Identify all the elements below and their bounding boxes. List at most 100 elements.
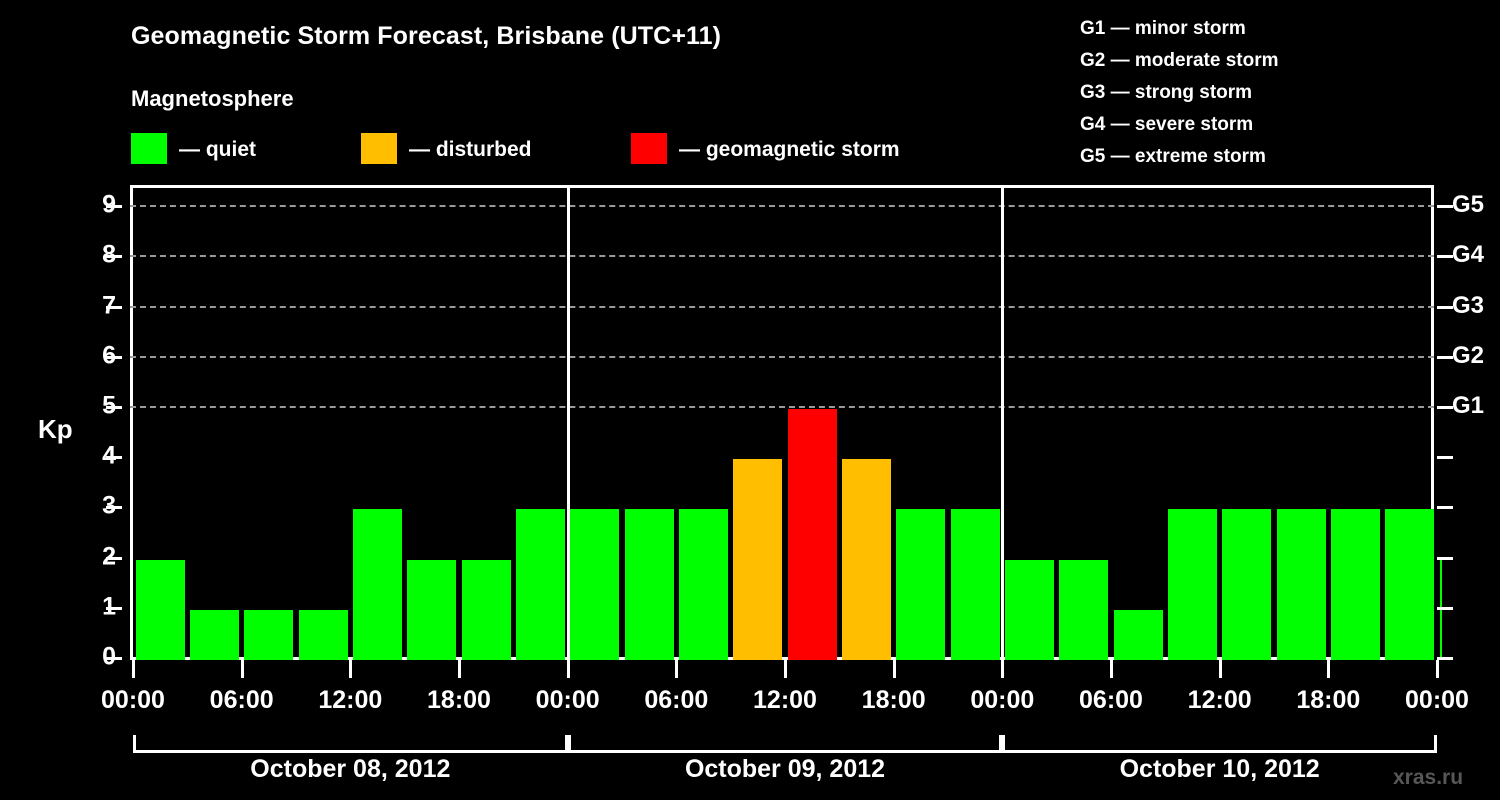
legend-item-2: — geomagnetic storm: [631, 133, 900, 167]
day-label: October 10, 2012: [1119, 755, 1320, 783]
day-bracket: [1002, 735, 1437, 753]
chart-subtitle: Magnetosphere: [131, 86, 294, 111]
bar: [1059, 559, 1109, 660]
g-axis-label-G5: G5: [1452, 191, 1485, 219]
y-tick: [106, 657, 122, 660]
g-scale-row-5: G5 — extreme storm: [1080, 146, 1266, 167]
y-tick-label: 2: [102, 542, 116, 571]
y-tick: [106, 255, 122, 259]
bar: [298, 609, 348, 660]
legend-label: — disturbed: [409, 137, 532, 161]
x-tick-label: 12:00: [318, 686, 383, 714]
bar: [1222, 509, 1272, 660]
legend-item-1: — disturbed: [361, 133, 532, 167]
g-axis-tick: [1437, 405, 1453, 409]
g-axis-tick: [1437, 305, 1453, 309]
x-tick-label: 18:00: [861, 686, 926, 714]
bar: [950, 509, 1000, 660]
x-tick: [892, 660, 896, 678]
page-title: Geomagnetic Storm Forecast, Brisbane (UT…: [131, 22, 722, 50]
day-bracket: [567, 735, 1003, 753]
red-swatch: [631, 133, 667, 164]
y-tick-label: 4: [102, 441, 116, 470]
g-axis-label-G4: G4: [1452, 241, 1485, 269]
x-tick: [1327, 660, 1331, 678]
x-tick-label: 00:00: [535, 686, 600, 714]
x-tick-label: 12:00: [1187, 686, 1252, 714]
g-scale-row-2: G2 — moderate storm: [1080, 50, 1279, 71]
x-tick: [349, 660, 353, 678]
g-axis-tick: [1437, 355, 1453, 359]
bar: [189, 609, 240, 660]
x-tick: [458, 660, 461, 678]
y-tick-label: 5: [102, 391, 116, 420]
bar: [407, 559, 457, 660]
x-tick: [240, 660, 244, 678]
bar: [733, 459, 783, 660]
x-tick: [784, 660, 787, 678]
x-tick-label: 06:00: [644, 686, 709, 714]
gridline-kp-9: [130, 205, 1434, 208]
x-tick: [566, 660, 570, 678]
y-tick-label: 9: [102, 190, 116, 219]
y-tick: [106, 405, 122, 409]
legend-item-0: — quiet: [131, 133, 256, 167]
bar: [1167, 509, 1218, 660]
g-scale-row-4: G4 — severe storm: [1080, 114, 1254, 135]
x-tick: [1436, 660, 1439, 678]
bar: [1276, 509, 1326, 660]
x-tick-label: 00:00: [970, 686, 1035, 714]
x-tick-label: 00:00: [1405, 686, 1469, 714]
gridline-kp-7: [130, 305, 1434, 308]
bar: [1385, 509, 1435, 660]
gridline-kp-6: [130, 355, 1434, 358]
g-axis-label-G2: G2: [1452, 341, 1485, 369]
g-axis-minor-tick: [1437, 456, 1453, 460]
y-tick-label: 8: [102, 240, 116, 269]
y-tick-label: 3: [102, 491, 116, 520]
day-bracket: [133, 735, 568, 753]
g-axis-tick: [1437, 205, 1453, 209]
y-tick: [106, 606, 122, 610]
x-tick-label: 18:00: [427, 686, 491, 714]
legend-label: — quiet: [179, 137, 256, 161]
x-tick-label: 18:00: [1296, 686, 1361, 714]
bar: [352, 509, 403, 660]
bar: [624, 509, 674, 660]
y-tick-label: 7: [102, 291, 116, 319]
x-tick-label: 06:00: [209, 686, 274, 714]
bar: [896, 509, 946, 660]
y-tick-label: 0: [102, 642, 116, 671]
y-tick: [106, 355, 122, 359]
g-scale-row-1: G1 — minor storm: [1080, 18, 1246, 39]
orange-swatch: [361, 133, 397, 164]
gridline-kp-8: [130, 255, 1434, 258]
watermark: xras.ru: [1393, 766, 1464, 789]
bar: [570, 509, 620, 660]
bar: [1439, 559, 1442, 660]
g-scale-legend: G1 — minor storm G2 — moderate storm G3 — …: [1080, 13, 1279, 173]
x-tick: [1218, 660, 1222, 678]
x-tick: [675, 660, 679, 678]
y-tick: [106, 205, 122, 209]
bar: [1113, 609, 1163, 660]
g-scale-row-3: G3 — strong storm: [1080, 82, 1253, 103]
bar: [461, 559, 511, 660]
bar-series: [130, 185, 1442, 660]
y-tick: [106, 456, 122, 460]
x-tick: [1001, 660, 1005, 678]
day-separator: [1001, 185, 1005, 660]
gridline-kp-5: [130, 405, 1434, 408]
y-tick-label: 1: [102, 592, 116, 621]
g-axis-minor-tick: [1437, 506, 1453, 510]
g-axis-minor-tick: [1437, 657, 1453, 660]
green-swatch: [131, 133, 167, 164]
x-tick-label: 00:00: [101, 686, 165, 714]
plot-area: [130, 185, 1442, 660]
bar: [135, 559, 185, 660]
day-label: October 09, 2012: [684, 755, 886, 783]
bar: [787, 408, 837, 660]
bar: [244, 609, 294, 660]
g-axis-label-G3: G3: [1452, 291, 1485, 319]
